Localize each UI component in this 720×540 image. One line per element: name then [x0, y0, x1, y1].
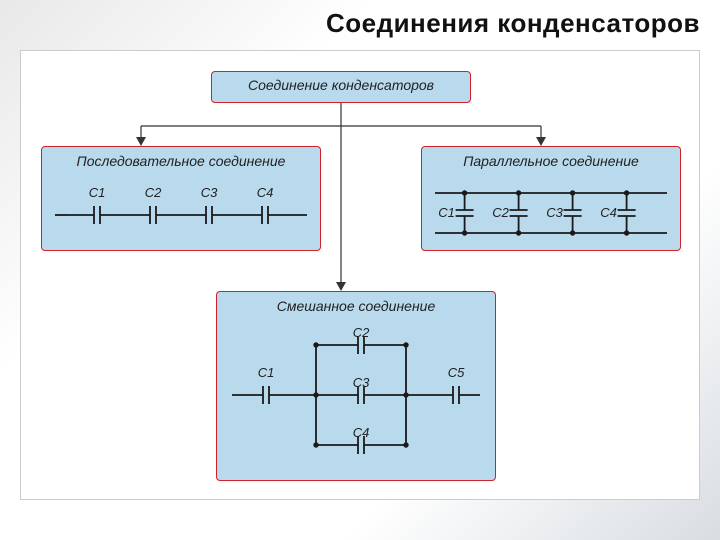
series-box: Последовательное соединение C1 C2 C3 C4	[41, 146, 321, 251]
mixed-box: Смешанное соединение C1 C2 C3 C4 C5	[216, 291, 496, 481]
svg-text:C3: C3	[546, 205, 563, 220]
mixed-circuit: C1 C2 C3 C4 C5	[226, 320, 486, 470]
svg-text:C2: C2	[145, 185, 162, 200]
root-box-title: Соединение конденсаторов	[248, 77, 434, 93]
svg-text:C3: C3	[201, 185, 218, 200]
parallel-box: Параллельное соединение C1 C2 C3 C4	[421, 146, 681, 251]
svg-text:C4: C4	[600, 205, 617, 220]
page-title: Соединения конденсаторов	[0, 8, 700, 39]
mixed-box-title: Смешанное соединение	[225, 298, 487, 314]
svg-text:C1: C1	[89, 185, 106, 200]
diagram-frame: Соединение конденсаторов Последовательно…	[20, 50, 700, 500]
series-box-title: Последовательное соединение	[50, 153, 312, 169]
svg-text:C1: C1	[258, 365, 275, 380]
root-box: Соединение конденсаторов	[211, 71, 471, 103]
parallel-circuit: C1 C2 C3 C4	[431, 175, 671, 245]
parallel-box-title: Параллельное соединение	[430, 153, 672, 169]
svg-text:C4: C4	[257, 185, 274, 200]
svg-text:C1: C1	[438, 205, 455, 220]
svg-text:C5: C5	[448, 365, 465, 380]
svg-text:C4: C4	[353, 425, 370, 440]
svg-text:C3: C3	[353, 375, 370, 390]
svg-text:C2: C2	[353, 325, 370, 340]
svg-text:C2: C2	[492, 205, 509, 220]
series-circuit: C1 C2 C3 C4	[51, 175, 311, 235]
